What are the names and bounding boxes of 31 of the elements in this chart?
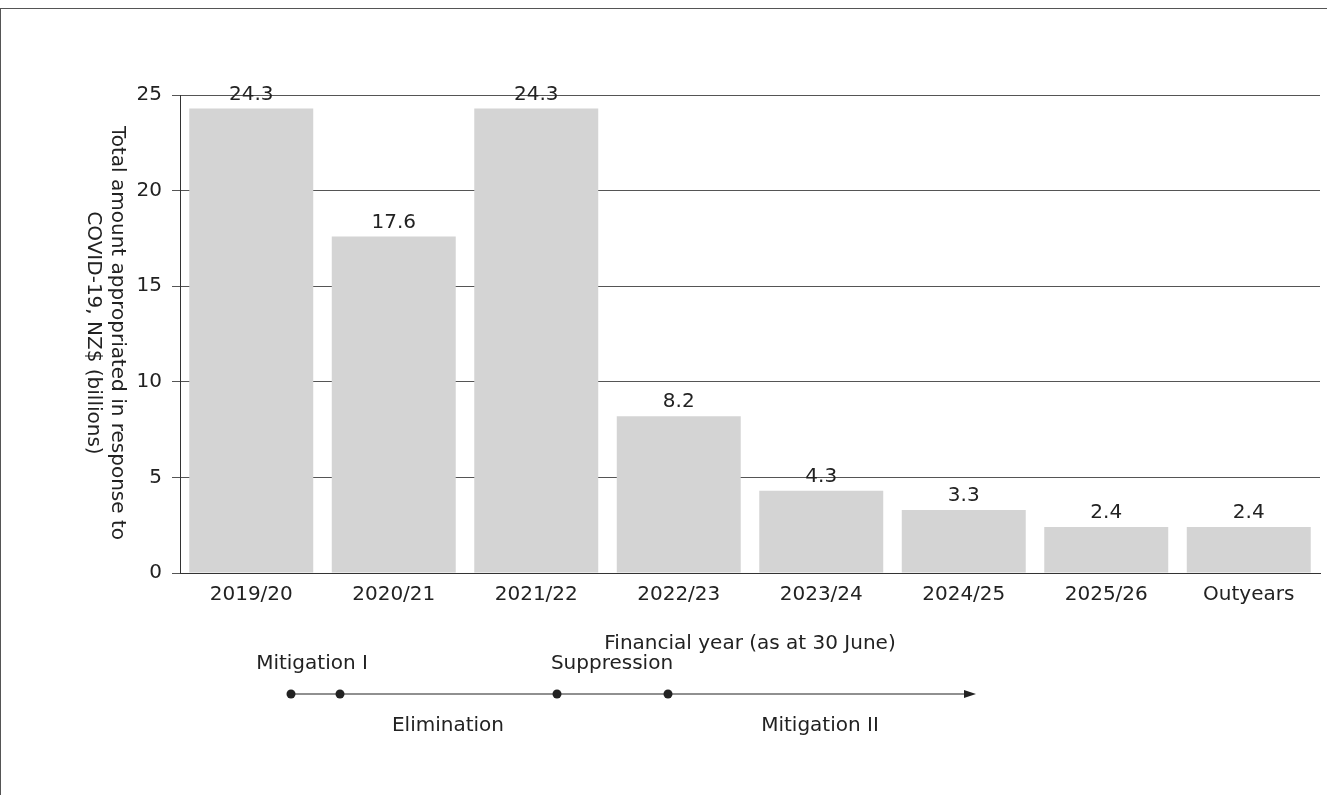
y-axis-title: Total amount appropriated in response to COVID-19, NZ$ (billions) xyxy=(83,124,131,543)
bar xyxy=(759,490,884,573)
data-label: 17.6 xyxy=(371,208,417,233)
y-tick-label: 10 xyxy=(136,368,162,392)
y-tick-label: 5 xyxy=(149,463,162,488)
text: Mitigation I xyxy=(256,650,368,674)
x-tick-label: 2022/23 xyxy=(637,581,721,606)
x-tick-label: 2024/25 xyxy=(922,581,1006,606)
x-tick-label: 2025/26 xyxy=(1064,581,1148,606)
y-tick-label: 15 xyxy=(136,272,162,297)
data-label: 3.3 xyxy=(947,482,980,507)
bar xyxy=(901,509,1026,573)
bar xyxy=(189,108,314,573)
data-label: 2.4 xyxy=(1090,499,1123,524)
bar xyxy=(616,416,741,573)
text: Mitigation II xyxy=(761,712,879,736)
data-label: 8.2 xyxy=(662,388,695,413)
x-tick-label: Outyears xyxy=(1203,581,1295,606)
bar xyxy=(331,236,456,573)
bar xyxy=(474,108,599,573)
data-label: 2.4 xyxy=(1232,499,1265,524)
bar xyxy=(1186,527,1311,573)
text: Elimination xyxy=(391,712,505,736)
x-tick-label: 2021/22 xyxy=(494,581,578,606)
y-tick-label: 25 xyxy=(136,81,162,106)
y-tick-label: 0 xyxy=(149,559,162,584)
bar xyxy=(1044,527,1169,573)
x-tick-label: 2019/20 xyxy=(209,581,293,606)
y-tick-label: 20 xyxy=(136,176,162,201)
x-tick-label: 2023/24 xyxy=(779,581,863,606)
x-tick-label: 2020/21 xyxy=(352,581,436,606)
